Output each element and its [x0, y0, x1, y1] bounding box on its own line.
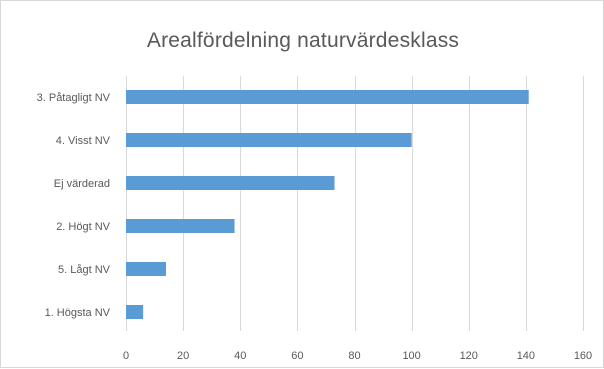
category-label: 5. Lågt NV [58, 264, 111, 276]
x-tick-label: 120 [460, 350, 478, 362]
bar [126, 262, 166, 276]
bar [126, 176, 335, 190]
category-label: 1. Högsta NV [45, 307, 111, 319]
x-tick-label: 40 [234, 350, 246, 362]
bar [126, 305, 144, 319]
x-tick-label: 80 [348, 350, 360, 362]
x-tick-labels: 0 20 40 60 80 100 120 140 160 [123, 350, 592, 362]
x-tick-label: 60 [291, 350, 303, 362]
category-label: 2. Högt NV [56, 221, 110, 233]
chart-title: Arealfördelning naturvärdesklass [146, 29, 460, 52]
bar [126, 90, 529, 104]
x-tick-label: 20 [177, 350, 189, 362]
bar [126, 133, 412, 147]
x-tick-label: 160 [574, 350, 592, 362]
category-label: 3. Påtagligt NV [37, 92, 111, 104]
bars [126, 90, 529, 319]
x-tick-label: 140 [517, 350, 535, 362]
category-labels: 3. Påtagligt NV 4. Visst NV Ej värderad 2. … [37, 92, 111, 319]
x-tick-label: 0 [123, 350, 129, 362]
gridlines [126, 76, 584, 331]
bar [126, 219, 235, 233]
category-label: Ej värderad [54, 178, 110, 190]
category-label: 4. Visst NV [56, 135, 111, 147]
x-tick-label: 100 [402, 350, 420, 362]
